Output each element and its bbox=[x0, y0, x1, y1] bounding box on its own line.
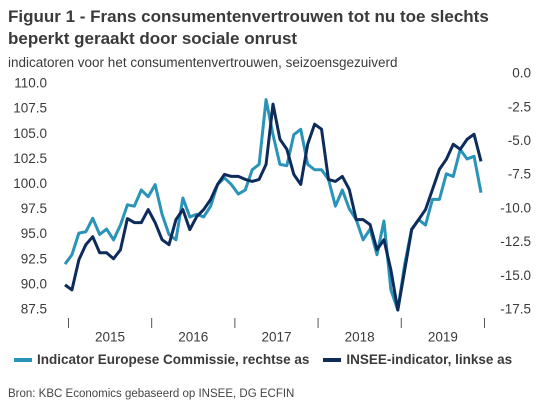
y-tick-label: 102.5 bbox=[13, 151, 47, 166]
source-note: Bron: KBC Economics gebaseerd op INSEE, … bbox=[8, 388, 295, 400]
legend-item: INSEE-indicator, linkse as bbox=[323, 352, 512, 367]
x-tick-label: 2017 bbox=[261, 330, 291, 345]
series-line bbox=[63, 98, 483, 312]
legend-label: Indicator Europese Commissie, rechtse as bbox=[37, 352, 310, 367]
y2-tick-label: -10.0 bbox=[500, 200, 531, 215]
legend-item: Indicator Europese Commissie, rechtse as bbox=[14, 352, 309, 367]
y2-tick-label: -5.0 bbox=[508, 133, 531, 148]
y-tick-label: 87.5 bbox=[21, 302, 47, 317]
x-tick-label: 2018 bbox=[345, 330, 375, 345]
y2-tick-label: -2.5 bbox=[508, 99, 531, 114]
y2-tick-label: -7.5 bbox=[508, 167, 531, 182]
x-tick-label: 2016 bbox=[178, 330, 208, 345]
y2-tick-label: -15.0 bbox=[500, 268, 531, 283]
y2-tick-label: 0.0 bbox=[512, 66, 531, 81]
y2-tick-label: -12.5 bbox=[500, 234, 531, 249]
y-tick-label: 110.0 bbox=[14, 76, 47, 91]
y-tick-label: 92.5 bbox=[21, 251, 47, 266]
y-tick-label: 90.0 bbox=[21, 276, 47, 291]
legend-label: INSEE-indicator, linkse as bbox=[346, 352, 513, 367]
y-tick-label: 95.0 bbox=[21, 226, 47, 241]
legend: Indicator Europese Commissie, rechtse as… bbox=[14, 352, 534, 367]
x-tick-label: 2019 bbox=[428, 330, 458, 345]
series-line bbox=[64, 102, 483, 312]
legend-swatch bbox=[323, 357, 342, 362]
x-tick-label: 2015 bbox=[95, 330, 125, 345]
y-tick-label: 100.0 bbox=[13, 176, 47, 191]
chart-title: Figuur 1 - Frans consumentenvertrouwen t… bbox=[8, 7, 489, 48]
chart-subtitle: indicatoren voor het consumentenvertrouw… bbox=[8, 55, 398, 70]
y2-tick-label: -17.5 bbox=[500, 302, 531, 317]
legend-swatch bbox=[14, 357, 32, 362]
y-tick-label: 107.5 bbox=[13, 101, 47, 116]
y-tick-label: 105.0 bbox=[13, 126, 47, 141]
y-tick-label: 97.5 bbox=[21, 201, 47, 216]
